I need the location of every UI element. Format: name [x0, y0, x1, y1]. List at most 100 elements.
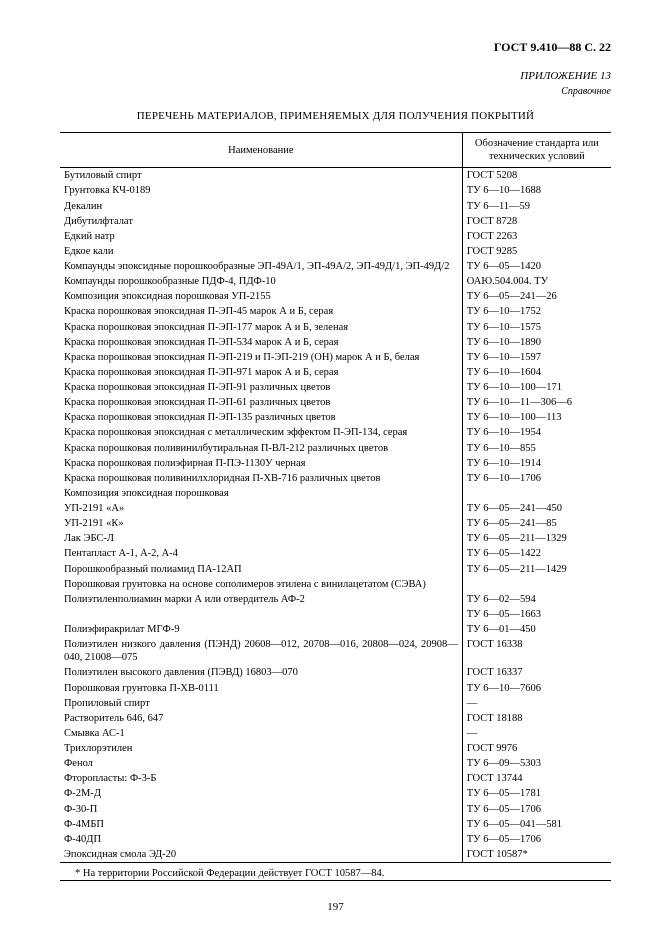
col-header-name: Наименование: [60, 133, 462, 168]
material-name: Композиция эпоксидная порошковая: [60, 486, 462, 501]
table-row: УП-2191 «А»ТУ 6—05—241—450: [60, 501, 611, 516]
material-name: Краска порошковая эпоксидная П-ЭП-177 ма…: [60, 320, 462, 335]
material-std: ГОСТ 8728: [462, 214, 611, 229]
material-name: Ф-40ДП: [60, 832, 462, 847]
material-name: Пентапласт А-1, А-2, А-4: [60, 546, 462, 561]
material-std: ТУ 6—05—211—1329: [462, 531, 611, 546]
table-row: Краска порошковая эпоксидная П-ЭП-534 ма…: [60, 335, 611, 350]
material-name: [60, 607, 462, 622]
material-name: Бутиловый спирт: [60, 168, 462, 184]
material-std: ТУ 6—05—241—450: [462, 501, 611, 516]
material-std: ГОСТ 16337: [462, 665, 611, 680]
table-row: Ф-2М-ДТУ 6—05—1781: [60, 786, 611, 801]
material-name: Полиэтилен высокого давления (ПЭВД) 1680…: [60, 665, 462, 680]
table-row: Ф-40ДПТУ 6—05—1706: [60, 832, 611, 847]
material-std: ТУ 6—10—7606: [462, 681, 611, 696]
table-row: Едкое калиГОСТ 9285: [60, 244, 611, 259]
material-name: Ф-4МБП: [60, 817, 462, 832]
col-header-std: Обозначение стандарта или технических ус…: [462, 133, 611, 168]
material-std: ТУ 6—10—1752: [462, 304, 611, 319]
material-std: ТУ 6—10—1954: [462, 425, 611, 440]
table-row: Полиэфиракрилат МГФ-9ТУ 6—01—450: [60, 622, 611, 637]
material-name: Лак ЭБС-Л: [60, 531, 462, 546]
table-row: Краска порошковая эпоксидная П-ЭП-61 раз…: [60, 395, 611, 410]
material-std: ТУ 6—05—1781: [462, 786, 611, 801]
material-std: ТУ 6—05—1706: [462, 832, 611, 847]
material-name: Краска порошковая эпоксидная П-ЭП-91 раз…: [60, 380, 462, 395]
material-std: ТУ 6—10—1688: [462, 183, 611, 198]
material-name: Полиэтиленполиамин марки А или отвердите…: [60, 592, 462, 607]
material-name: Порошковая грунтовка П-ХВ-0111: [60, 681, 462, 696]
material-name: Краска порошковая эпоксидная П-ЭП-534 ма…: [60, 335, 462, 350]
table-row: Порошковая грунтовка на основе сополимер…: [60, 577, 611, 592]
material-std: ТУ 6—02—594: [462, 592, 611, 607]
material-name: Краска порошковая эпоксидная П-ЭП-61 раз…: [60, 395, 462, 410]
material-std: ТУ 6—05—211—1429: [462, 562, 611, 577]
material-std: ГОСТ 9285: [462, 244, 611, 259]
material-name: Фторопласты: Ф-3-Б: [60, 771, 462, 786]
material-std: ТУ 6—11—59: [462, 199, 611, 214]
table-row: Краска порошковая эпоксидная П-ЭП-135 ра…: [60, 410, 611, 425]
table-row: Краска порошковая поливинилхлоридная П-Х…: [60, 471, 611, 486]
material-std: ТУ 6—05—241—26: [462, 289, 611, 304]
materials-table: Наименование Обозначение стандарта или т…: [60, 132, 611, 863]
material-std: ТУ 6—05—1663: [462, 607, 611, 622]
material-name: Краска порошковая эпоксидная П-ЭП-219 и …: [60, 350, 462, 365]
table-row: Эпоксидная смола ЭД-20ГОСТ 10587*: [60, 847, 611, 863]
table-row: Едкий натрГОСТ 2263: [60, 229, 611, 244]
table-title: ПЕРЕЧЕНЬ МАТЕРИАЛОВ, ПРИМЕНЯЕМЫХ ДЛЯ ПОЛ…: [60, 110, 611, 124]
material-std: ТУ 6—05—1706: [462, 802, 611, 817]
table-row: Фторопласты: Ф-3-БГОСТ 13744: [60, 771, 611, 786]
table-row: Композиция эпоксидная порошковая УП-2155…: [60, 289, 611, 304]
table-row: Пентапласт А-1, А-2, А-4ТУ 6—05—1422: [60, 546, 611, 561]
table-row: Бутиловый спиртГОСТ 5208: [60, 168, 611, 184]
table-row: Лак ЭБС-ЛТУ 6—05—211—1329: [60, 531, 611, 546]
material-name: Дибутилфталат: [60, 214, 462, 229]
table-row: УП-2191 «К»ТУ 6—05—241—85: [60, 516, 611, 531]
material-std: ТУ 6—05—041—581: [462, 817, 611, 832]
material-name: Едкий натр: [60, 229, 462, 244]
material-std: ТУ 6—05—241—85: [462, 516, 611, 531]
material-std: ГОСТ 10587*: [462, 847, 611, 863]
material-name: Пропиловый спирт: [60, 696, 462, 711]
footnote: * На территории Российской Федерации дей…: [60, 863, 611, 881]
table-row: ТрихлорэтиленГОСТ 9976: [60, 741, 611, 756]
material-name: Полиэфиракрилат МГФ-9: [60, 622, 462, 637]
material-name: Компаунды порошкообразные ПДФ-4, ПДФ-10: [60, 274, 462, 289]
table-row: Композиция эпоксидная порошковая: [60, 486, 611, 501]
table-row: Смывка АС-1—: [60, 726, 611, 741]
material-std: [462, 577, 611, 592]
material-name: Краска порошковая эпоксидная П-ЭП-135 ра…: [60, 410, 462, 425]
material-std: ТУ 6—01—450: [462, 622, 611, 637]
annex-sub: Справочное: [60, 86, 611, 99]
table-row: Полиэтиленполиамин марки А или отвердите…: [60, 592, 611, 607]
table-row: Пропиловый спирт—: [60, 696, 611, 711]
table-row: Компаунды эпоксидные порошкообразные ЭП-…: [60, 259, 611, 274]
table-row: Ф-30-ПТУ 6—05—1706: [60, 802, 611, 817]
material-std: ТУ 6—05—1420: [462, 259, 611, 274]
material-name: Порошкообразный полиамид ПА-12АП: [60, 562, 462, 577]
material-name: УП-2191 «К»: [60, 516, 462, 531]
material-name: Растворитель 646, 647: [60, 711, 462, 726]
table-row: Порошковая грунтовка П-ХВ-0111ТУ 6—10—76…: [60, 681, 611, 696]
material-std: ГОСТ 2263: [462, 229, 611, 244]
material-std: —: [462, 726, 611, 741]
material-name: Полиэтилен низкого давления (ПЭНД) 20608…: [60, 637, 462, 665]
material-name: Фенол: [60, 756, 462, 771]
table-row: Краска порошковая эпоксидная П-ЭП-219 и …: [60, 350, 611, 365]
material-name: Краска порошковая поливинилбутиральная П…: [60, 441, 462, 456]
material-std: ТУ 6—10—1597: [462, 350, 611, 365]
table-row: Порошкообразный полиамид ПА-12АПТУ 6—05—…: [60, 562, 611, 577]
material-name: Эпоксидная смола ЭД-20: [60, 847, 462, 863]
material-name: Краска порошковая поливинилхлоридная П-Х…: [60, 471, 462, 486]
material-std: ГОСТ 5208: [462, 168, 611, 184]
material-std: ГОСТ 16338: [462, 637, 611, 665]
material-std: ТУ 6—10—1604: [462, 365, 611, 380]
table-row: Компаунды порошкообразные ПДФ-4, ПДФ-10О…: [60, 274, 611, 289]
material-name: Краска порошковая полиэфирная П-ПЭ-1130У…: [60, 456, 462, 471]
table-row: Краска порошковая эпоксидная П-ЭП-45 мар…: [60, 304, 611, 319]
material-name: Грунтовка КЧ-0189: [60, 183, 462, 198]
material-name: Декалин: [60, 199, 462, 214]
material-std: ТУ 6—10—100—113: [462, 410, 611, 425]
table-row: Краска порошковая эпоксидная П-ЭП-91 раз…: [60, 380, 611, 395]
